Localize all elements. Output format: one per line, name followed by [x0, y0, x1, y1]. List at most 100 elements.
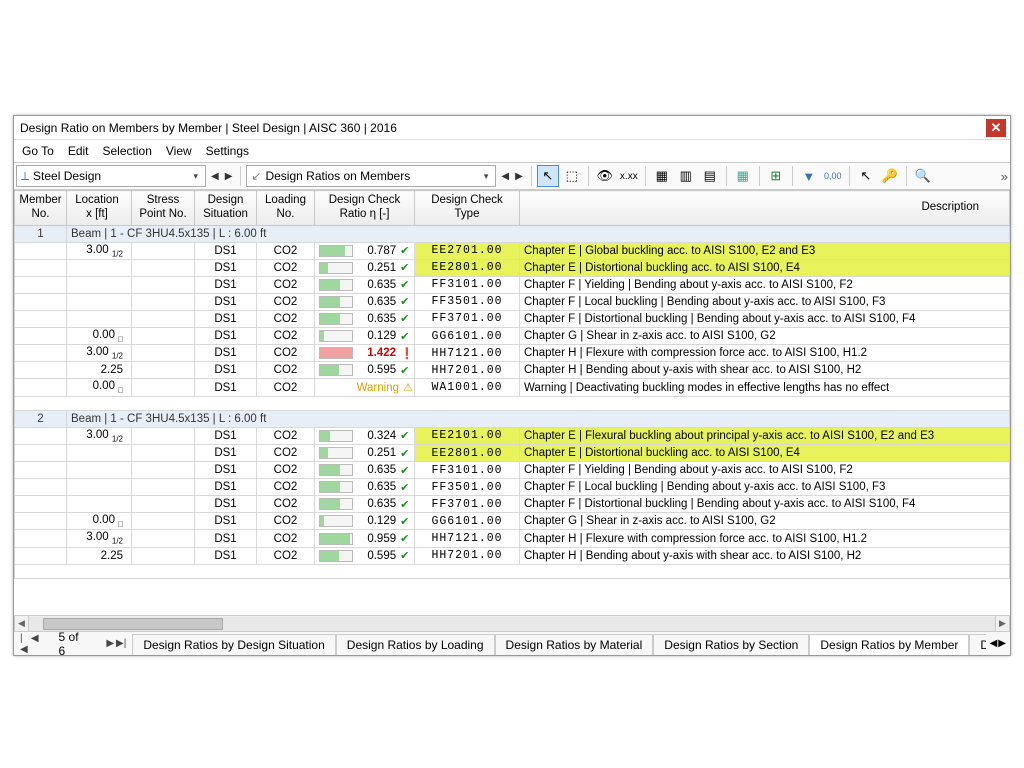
table-row[interactable]: DS1CO20.635✔FF3501.00Chapter F | Local b…: [15, 293, 1010, 310]
scroll-right-button[interactable]: ▶: [995, 616, 1010, 631]
cell-ratio: 0.129✔: [315, 327, 415, 344]
cell-description: Warning | Deactivating buckling modes in…: [520, 379, 1010, 396]
select-button[interactable]: ⬚: [561, 165, 583, 187]
scroll-tabs-right[interactable]: ▶: [998, 638, 1006, 649]
table-row[interactable]: 0.00 □DS1CO20.129✔GG6101.00Chapter G | S…: [15, 513, 1010, 530]
cell-stress: [132, 362, 195, 379]
close-button[interactable]: ✕: [986, 119, 1006, 137]
menu-edit[interactable]: Edit: [68, 144, 89, 158]
menu-selection[interactable]: Selection: [103, 144, 152, 158]
cell-ratio: 0.635✔: [315, 479, 415, 496]
cell-ratio: 0.129✔: [315, 513, 415, 530]
tab-design-ratios-by-loading[interactable]: Design Ratios by Loading: [336, 634, 495, 655]
excel-export-button[interactable]: ⊞: [765, 165, 787, 187]
cell-stress: [132, 427, 195, 444]
cell-type: HH7121.00: [415, 530, 520, 547]
table-row[interactable]: DS1CO20.251✔EE2801.00Chapter E | Distort…: [15, 445, 1010, 462]
view-toggle-button[interactable]: 👁: [594, 165, 616, 187]
scroll-left-button[interactable]: ◀: [14, 616, 29, 631]
table-row[interactable]: 3.00 1/2DS1CO21.422❗HH7121.00Chapter H |…: [15, 345, 1010, 362]
table-combo[interactable]: ↙ Design Ratios on Members ▾: [246, 165, 496, 187]
table-row[interactable]: 2.25DS1CO20.595✔HH7201.00Chapter H | Ben…: [15, 362, 1010, 379]
col-stress[interactable]: StressPoint No.: [132, 191, 195, 226]
group-row[interactable]: 2Beam | 1 - CF 3HU4.5x135 | L : 6.00 ft: [15, 410, 1010, 427]
horizontal-scrollbar[interactable]: ◀ ▶: [14, 615, 1010, 631]
titlebar: Design Ratio on Members by Member | Stee…: [14, 116, 1010, 140]
results-table[interactable]: MemberNo. Locationx [ft] StressPoint No.…: [14, 190, 1010, 579]
tab-design-ratios-by-section[interactable]: Design Ratios by Section: [653, 634, 809, 655]
table-row[interactable]: DS1CO20.635✔FF3101.00Chapter F | Yieldin…: [15, 276, 1010, 293]
cell-location: [67, 310, 132, 327]
next-module-button[interactable]: ▶: [222, 171, 236, 182]
last-tab-button[interactable]: ▶|: [116, 638, 126, 649]
prev-tab-button[interactable]: ◀: [31, 633, 39, 655]
next-table-button[interactable]: ▶: [512, 171, 526, 182]
search-button[interactable]: 🔑: [879, 165, 901, 187]
col-member[interactable]: MemberNo.: [15, 191, 67, 226]
cell-location: 2.25: [67, 362, 132, 379]
next-tab-button[interactable]: ▶: [106, 638, 114, 649]
module-combo[interactable]: ⟂ Steel Design ▾: [16, 165, 206, 187]
cell-stress: [132, 479, 195, 496]
table-row[interactable]: DS1CO20.251✔EE2801.00Chapter E | Distort…: [15, 259, 1010, 276]
first-tab-button[interactable]: |◀: [20, 633, 29, 655]
col-type[interactable]: Design CheckType: [415, 191, 520, 226]
table-row[interactable]: DS1CO20.635✔FF3701.00Chapter F | Distort…: [15, 496, 1010, 513]
decimals-button[interactable]: 0,00: [822, 165, 844, 187]
cell-loading: CO2: [257, 513, 315, 530]
table-row[interactable]: 0.00 □DS1CO2Warning⚠WA1001.00Warning | D…: [15, 379, 1010, 396]
scroll-tabs-left[interactable]: ◀: [990, 638, 998, 649]
tab-design-ratios-by-material[interactable]: Design Ratios by Material: [495, 634, 654, 655]
cell-location: 0.00 □: [67, 327, 132, 344]
tab-design-rati[interactable]: Design Rati: [969, 634, 985, 655]
col-loading[interactable]: LoadingNo.: [257, 191, 315, 226]
cell-loading: CO2: [257, 479, 315, 496]
table-row[interactable]: DS1CO20.635✔FF3101.00Chapter F | Yieldin…: [15, 462, 1010, 479]
cell-ratio: 0.635✔: [315, 276, 415, 293]
table-row[interactable]: 3.00 1/2DS1CO20.324✔EE2101.00Chapter E |…: [15, 427, 1010, 444]
table-row[interactable]: 3.00 1/2DS1CO20.787✔EE2701.00Chapter E |…: [15, 242, 1010, 259]
check-icon: ✔: [400, 312, 410, 325]
table-row[interactable]: 3.00 1/2DS1CO20.959✔HH7121.00Chapter H |…: [15, 530, 1010, 547]
tab-design-ratios-by-member[interactable]: Design Ratios by Member: [809, 634, 969, 655]
rows-button[interactable]: ▤: [699, 165, 721, 187]
tab-design-ratios-by-design-situation[interactable]: Design Ratios by Design Situation: [132, 634, 335, 655]
prev-module-button[interactable]: ◀: [208, 171, 222, 182]
x-value-button[interactable]: x.xx: [618, 165, 640, 187]
table-row[interactable]: DS1CO20.635✔FF3501.00Chapter F | Local b…: [15, 479, 1010, 496]
menu-view[interactable]: View: [166, 144, 192, 158]
table-row[interactable]: 0.00 □DS1CO20.129✔GG6101.00Chapter G | S…: [15, 327, 1010, 344]
scroll-track[interactable]: [29, 617, 995, 631]
zoom-button[interactable]: 🔍: [912, 165, 934, 187]
cell-type: GG6101.00: [415, 513, 520, 530]
menu-go-to[interactable]: Go To: [22, 144, 54, 158]
cell-situation: DS1: [195, 345, 257, 362]
cols-button[interactable]: ▥: [675, 165, 697, 187]
cell-ratio: Warning⚠: [315, 379, 415, 396]
cell-stress: [132, 310, 195, 327]
col-location[interactable]: Locationx [ft]: [67, 191, 132, 226]
cell-loading: CO2: [257, 547, 315, 564]
cell-location: [67, 259, 132, 276]
pointer-button[interactable]: ↖: [855, 165, 877, 187]
cell-loading: CO2: [257, 293, 315, 310]
group-row[interactable]: 1Beam | 1 - CF 3HU4.5x135 | L : 6.00 ft: [15, 225, 1010, 242]
col-situation[interactable]: DesignSituation: [195, 191, 257, 226]
scroll-thumb[interactable]: [43, 618, 223, 630]
filter-flag-button[interactable]: ▼: [798, 165, 820, 187]
cell-situation: DS1: [195, 513, 257, 530]
prev-table-button[interactable]: ◀: [498, 171, 512, 182]
overflow-button[interactable]: »: [1001, 169, 1008, 184]
cell-ratio: 0.635✔: [315, 293, 415, 310]
list-button[interactable]: ▦: [732, 165, 754, 187]
col-desc[interactable]: Description: [520, 191, 1010, 226]
filter-button[interactable]: ↖: [537, 165, 559, 187]
cell-situation: DS1: [195, 445, 257, 462]
table-button[interactable]: ▦: [651, 165, 673, 187]
menu-settings[interactable]: Settings: [206, 144, 249, 158]
col-ratio[interactable]: Design CheckRatio η [-]: [315, 191, 415, 226]
ratio-bar: [319, 481, 353, 493]
cell-type: FF3101.00: [415, 276, 520, 293]
table-row[interactable]: 2.25DS1CO20.595✔HH7201.00Chapter H | Ben…: [15, 547, 1010, 564]
table-row[interactable]: DS1CO20.635✔FF3701.00Chapter F | Distort…: [15, 310, 1010, 327]
